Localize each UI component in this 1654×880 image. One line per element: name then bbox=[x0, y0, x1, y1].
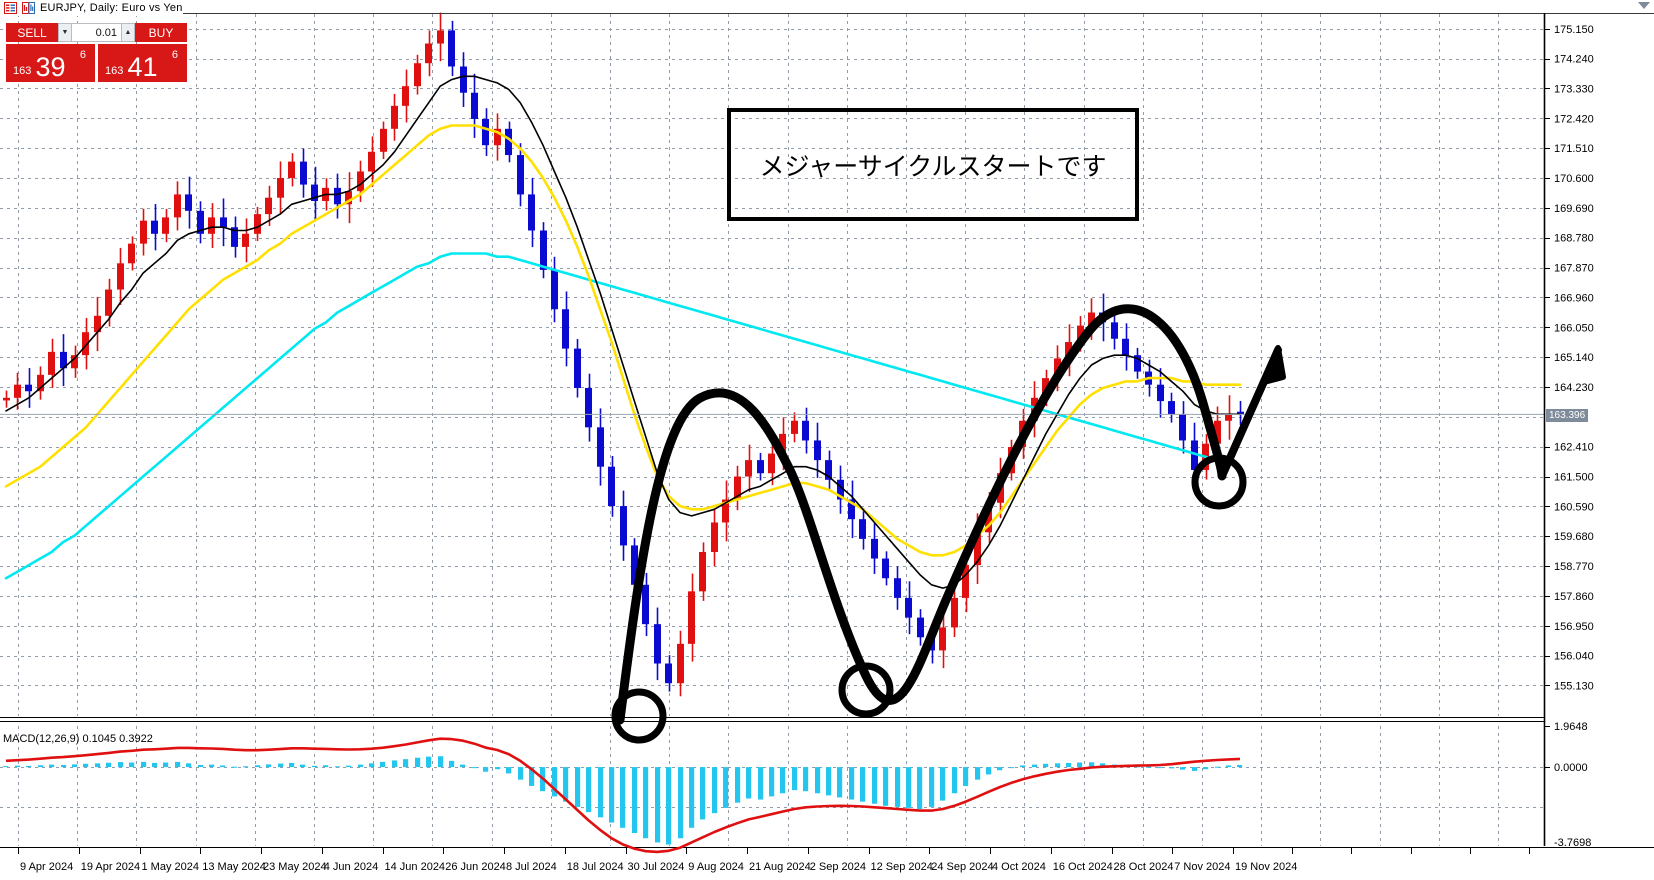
annotation-label: メジャーサイクルスタートです bbox=[759, 151, 1107, 181]
date-axis-label: 8 Jul 2024 bbox=[506, 861, 557, 873]
macd-axis-label: 0.0000 bbox=[1554, 762, 1588, 774]
date-axis-label: 14 Jun 2024 bbox=[385, 861, 446, 873]
sell-price-fraction: 6 bbox=[79, 49, 86, 61]
date-axis-label: 24 Sep 2024 bbox=[931, 861, 993, 873]
date-axis-label: 13 May 2024 bbox=[202, 861, 266, 873]
date-axis-label: 1 May 2024 bbox=[142, 861, 199, 873]
price-axis-label: 156.040 bbox=[1554, 651, 1594, 663]
trade-price-row: 163 39 6 163 41 6 bbox=[6, 44, 187, 82]
date-axis-label: 4 Oct 2024 bbox=[992, 861, 1046, 873]
price-axis-label: 158.770 bbox=[1554, 561, 1594, 573]
price-axis-label: 160.590 bbox=[1554, 501, 1594, 513]
date-axis-label: 23 May 2024 bbox=[263, 861, 327, 873]
price-axis-label: 170.600 bbox=[1554, 173, 1594, 185]
annotation-text-box[interactable]: メジャーサイクルスタートです bbox=[727, 108, 1139, 221]
date-axis-label: 26 Jun 2024 bbox=[445, 861, 506, 873]
date-axis-label: 18 Jul 2024 bbox=[567, 861, 624, 873]
price-axis-label: 162.410 bbox=[1554, 442, 1594, 454]
window-tile-icon[interactable] bbox=[22, 2, 35, 14]
page-title: EURJPY, Daily: Euro vs Yen bbox=[40, 2, 183, 14]
date-axis-label: 28 Oct 2024 bbox=[1114, 861, 1174, 873]
chart-list-icon[interactable] bbox=[4, 2, 17, 14]
buy-price-fraction: 6 bbox=[171, 49, 178, 61]
price-axis-label: 171.510 bbox=[1554, 143, 1594, 155]
price-axis-label: 161.500 bbox=[1554, 472, 1594, 484]
date-axis-label: 21 Aug 2024 bbox=[749, 861, 811, 873]
date-axis-label: 30 Jul 2024 bbox=[628, 861, 685, 873]
price-axis-label: 165.140 bbox=[1554, 352, 1594, 364]
price-axis-label: 166.960 bbox=[1554, 292, 1594, 304]
date-axis-label: 4 Jun 2024 bbox=[324, 861, 378, 873]
price-axis-label: 173.330 bbox=[1554, 83, 1594, 95]
date-axis-label: 12 Sep 2024 bbox=[871, 861, 933, 873]
buy-price-display[interactable]: 163 41 6 bbox=[98, 44, 187, 82]
macd-indicator-label: MACD(12,26,9) 0.1045 0.3922 bbox=[3, 733, 153, 745]
price-axis-label: 156.950 bbox=[1554, 621, 1594, 633]
price-axis-label: 167.870 bbox=[1554, 263, 1594, 275]
current-price-tag: 163.396 bbox=[1546, 409, 1589, 422]
price-axis-label: 157.860 bbox=[1554, 591, 1594, 603]
price-axis-label: 166.050 bbox=[1554, 322, 1594, 334]
price-axis-label: 174.240 bbox=[1554, 54, 1594, 66]
price-axis-label: 169.690 bbox=[1554, 203, 1594, 215]
price-axis-label: 175.150 bbox=[1554, 24, 1594, 36]
buy-price-pips: 41 bbox=[127, 52, 158, 82]
macd-axis-label-min: -3.7698 bbox=[1554, 837, 1591, 849]
sell-price-display[interactable]: 163 39 6 bbox=[6, 44, 95, 82]
one-click-trading-panel[interactable]: SELL ▼ 0.01 ▲ BUY 163 39 6 163 41 6 bbox=[6, 23, 187, 82]
date-axis-label: 9 Aug 2024 bbox=[688, 861, 744, 873]
buy-button[interactable]: BUY bbox=[135, 23, 187, 42]
volume-input[interactable]: 0.01 bbox=[72, 23, 121, 42]
price-axis-label: 159.680 bbox=[1554, 531, 1594, 543]
price-axis-label: 168.780 bbox=[1554, 233, 1594, 245]
volume-increment-button[interactable]: ▲ bbox=[121, 23, 135, 42]
scroll-down-arrow-icon[interactable] bbox=[1638, 2, 1650, 9]
chart-titlebar: EURJPY, Daily: Euro vs Yen bbox=[0, 0, 183, 16]
sell-button[interactable]: SELL bbox=[6, 23, 58, 42]
sell-price-pips: 39 bbox=[35, 52, 66, 82]
date-axis-label: 16 Oct 2024 bbox=[1053, 861, 1113, 873]
date-axis-label: 7 Nov 2024 bbox=[1174, 861, 1230, 873]
macd-axis-label: 1.9648 bbox=[1554, 721, 1588, 733]
volume-decrement-button[interactable]: ▼ bbox=[58, 23, 72, 42]
date-axis-label: 19 Apr 2024 bbox=[81, 861, 140, 873]
price-axis-label: 172.420 bbox=[1554, 113, 1594, 125]
sell-price-big-figure: 163 bbox=[13, 65, 32, 77]
price-axis-label: 155.130 bbox=[1554, 680, 1594, 692]
date-axis-label: 19 Nov 2024 bbox=[1235, 861, 1297, 873]
buy-price-big-figure: 163 bbox=[105, 65, 124, 77]
date-axis-label: 2 Sep 2024 bbox=[810, 861, 866, 873]
price-axis-label: 164.230 bbox=[1554, 382, 1594, 394]
date-axis-label: 9 Apr 2024 bbox=[20, 861, 73, 873]
trade-controls-row: SELL ▼ 0.01 ▲ BUY bbox=[6, 23, 187, 42]
